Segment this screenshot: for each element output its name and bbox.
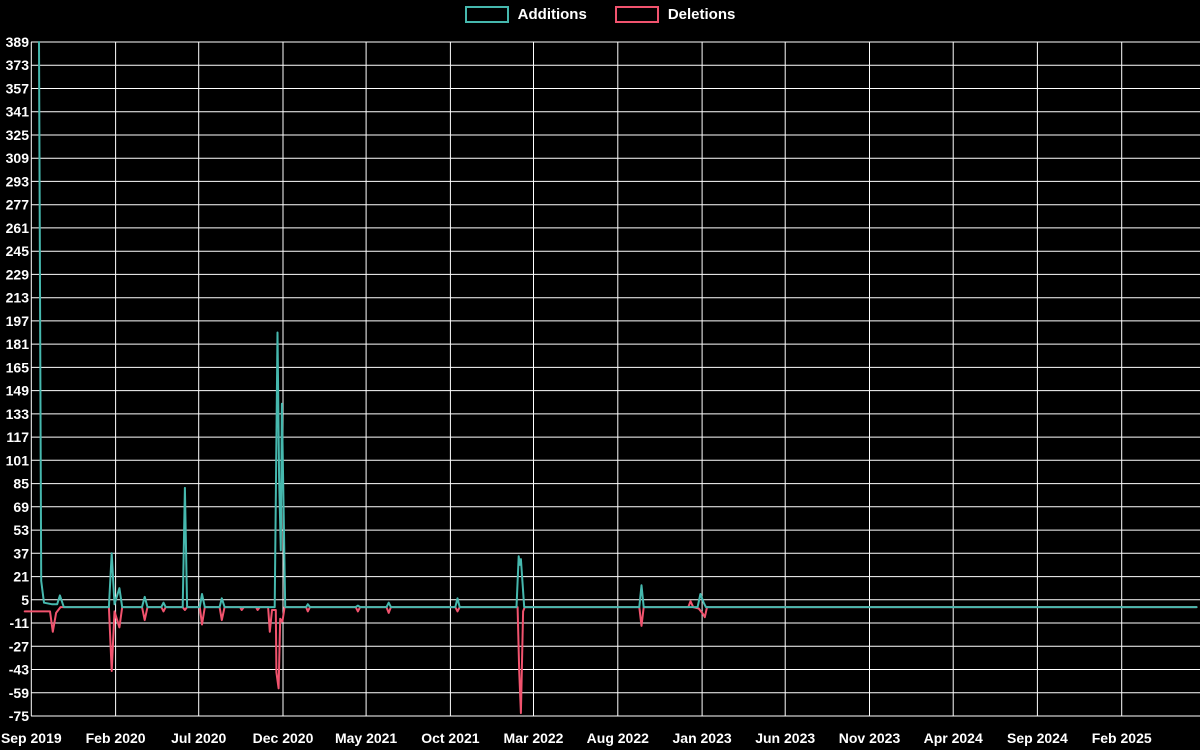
y-tick-label: 357 (6, 81, 30, 97)
y-tick-label: 261 (6, 220, 30, 236)
additions-swatch-icon (464, 6, 509, 23)
y-tick-label: 37 (13, 545, 29, 561)
y-tick-label: 101 (6, 452, 30, 468)
deletions-line (23, 600, 1198, 715)
y-tick-label: 69 (13, 499, 29, 515)
y-tick-label: 85 (13, 476, 29, 492)
y-tick-label: 293 (6, 173, 30, 189)
x-tick-label: Jun 2023 (755, 730, 815, 746)
y-tick-label: 389 (6, 34, 30, 50)
y-tick-label: 229 (6, 266, 30, 282)
legend-label-additions: Additions (517, 6, 587, 23)
chart-legend: Additions Deletions (0, 6, 1200, 23)
y-tick-label: 325 (6, 127, 30, 143)
y-tick-label: 181 (6, 336, 30, 352)
x-tick-label: Aug 2022 (587, 730, 649, 746)
x-tick-label: Dec 2020 (253, 730, 314, 746)
x-tick-label: Nov 2023 (839, 730, 901, 746)
legend-label-deletions: Deletions (667, 6, 736, 23)
y-tick-label: 341 (6, 104, 30, 120)
y-tick-label: -43 (9, 662, 29, 678)
x-tick-label: Feb 2020 (86, 730, 146, 746)
y-tick-label: 5 (21, 592, 29, 608)
y-tick-label: -27 (9, 638, 29, 654)
y-tick-label: -59 (9, 685, 29, 701)
x-tick-label: Mar 2022 (504, 730, 564, 746)
y-tick-label: 133 (6, 406, 30, 422)
x-tick-label: Jan 2023 (673, 730, 732, 746)
legend-item-additions[interactable]: Additions (464, 6, 587, 23)
x-tick-label: Apr 2024 (924, 730, 983, 746)
y-tick-label: 373 (6, 57, 30, 73)
y-tick-label: 213 (6, 290, 30, 306)
additions-line (38, 41, 1198, 609)
y-tick-label: 309 (6, 150, 30, 166)
deletions-swatch-icon (614, 6, 659, 23)
y-tick-label: 21 (13, 569, 29, 585)
y-tick-label: 197 (6, 313, 30, 329)
y-tick-label: -11 (10, 615, 30, 631)
x-tick-label: Jul 2020 (171, 730, 226, 746)
y-tick-label: -75 (9, 708, 29, 724)
x-tick-label: Feb 2025 (1092, 730, 1152, 746)
x-tick-label: Sep 2019 (1, 730, 62, 746)
x-tick-label: Sep 2024 (1007, 730, 1068, 746)
legend-item-deletions[interactable]: Deletions (614, 6, 736, 23)
y-tick-label: 165 (6, 359, 30, 375)
y-tick-label: 149 (6, 383, 30, 399)
y-tick-label: 117 (6, 429, 29, 445)
x-tick-label: May 2021 (335, 730, 397, 746)
y-tick-label: 53 (13, 522, 29, 538)
x-tick-label: Oct 2021 (421, 730, 480, 746)
y-tick-label: 277 (6, 197, 30, 213)
y-tick-label: 245 (6, 243, 30, 259)
